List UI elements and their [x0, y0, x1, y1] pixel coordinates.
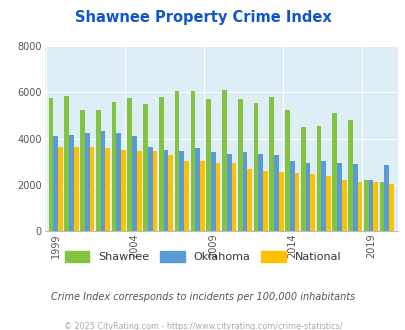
Text: © 2025 CityRating.com - https://www.cityrating.com/crime-statistics/: © 2025 CityRating.com - https://www.city…	[64, 322, 341, 330]
Text: Shawnee Property Crime Index: Shawnee Property Crime Index	[75, 10, 330, 25]
Bar	[347, 120, 352, 231]
Bar	[168, 155, 173, 231]
Bar	[231, 163, 236, 231]
Bar	[258, 154, 262, 231]
Bar	[85, 133, 90, 231]
Bar	[159, 97, 163, 231]
Bar	[111, 102, 116, 231]
Bar	[284, 110, 289, 231]
Bar	[269, 97, 273, 231]
Bar	[273, 155, 278, 231]
Bar	[247, 169, 252, 231]
Bar	[80, 110, 85, 231]
Bar	[262, 171, 267, 231]
Bar	[132, 136, 136, 231]
Bar	[294, 173, 298, 231]
Bar	[242, 152, 247, 231]
Bar	[96, 110, 100, 231]
Bar	[53, 136, 58, 231]
Bar	[253, 103, 258, 231]
Bar	[190, 91, 195, 231]
Bar	[341, 180, 346, 231]
Bar	[321, 160, 325, 231]
Bar	[147, 147, 152, 231]
Bar	[316, 126, 321, 231]
Bar	[215, 163, 220, 231]
Bar	[136, 151, 141, 231]
Bar	[74, 147, 79, 231]
Bar	[309, 174, 314, 231]
Bar	[222, 90, 226, 231]
Bar	[121, 150, 126, 231]
Bar	[325, 176, 330, 231]
Bar	[305, 163, 309, 231]
Bar	[143, 104, 147, 231]
Bar	[90, 147, 94, 231]
Bar	[58, 147, 63, 231]
Bar	[152, 151, 157, 231]
Legend: Shawnee, Oklahoma, National: Shawnee, Oklahoma, National	[60, 247, 345, 267]
Bar	[379, 182, 384, 231]
Bar	[64, 96, 69, 231]
Bar	[336, 163, 341, 231]
Text: Crime Index corresponds to incidents per 100,000 inhabitants: Crime Index corresponds to incidents per…	[51, 292, 354, 302]
Bar	[100, 130, 105, 231]
Bar	[352, 164, 357, 231]
Bar	[300, 127, 305, 231]
Bar	[195, 148, 200, 231]
Bar	[127, 98, 132, 231]
Bar	[332, 113, 336, 231]
Bar	[163, 150, 168, 231]
Bar	[388, 183, 393, 231]
Bar	[289, 160, 294, 231]
Bar	[49, 98, 53, 231]
Bar	[184, 160, 188, 231]
Bar	[384, 165, 388, 231]
Bar	[179, 151, 184, 231]
Bar	[373, 182, 377, 231]
Bar	[278, 172, 283, 231]
Bar	[363, 180, 368, 231]
Bar	[116, 133, 121, 231]
Bar	[211, 152, 215, 231]
Bar	[368, 180, 373, 231]
Bar	[206, 99, 211, 231]
Bar	[174, 91, 179, 231]
Bar	[357, 182, 362, 231]
Bar	[69, 135, 74, 231]
Bar	[105, 148, 110, 231]
Bar	[200, 160, 204, 231]
Bar	[226, 154, 231, 231]
Bar	[237, 99, 242, 231]
